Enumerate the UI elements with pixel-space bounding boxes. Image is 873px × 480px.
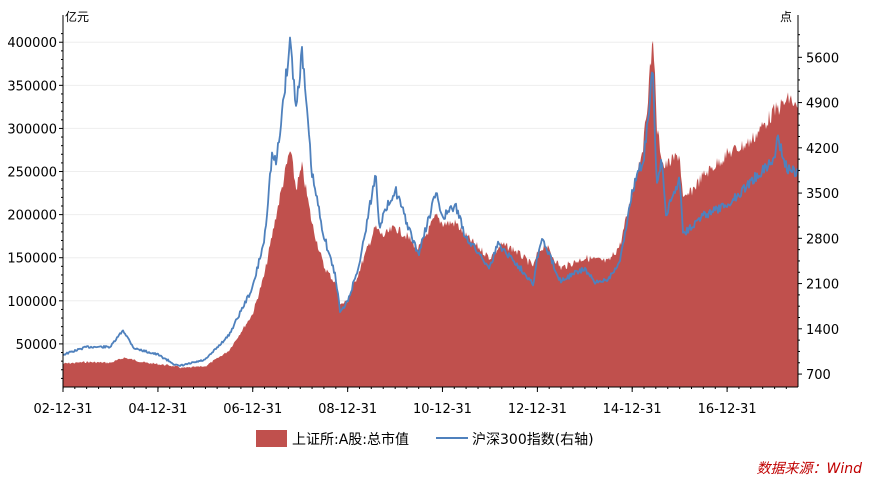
left-tick-label: 400000: [7, 36, 57, 51]
right-tick-label: 5600: [806, 51, 839, 66]
left-axis-unit: 亿元: [65, 9, 89, 24]
legend-swatch-market-cap: [256, 430, 287, 447]
left-tick-label: 300000: [7, 122, 57, 137]
x-tick-label: 14-12-31: [603, 402, 662, 417]
left-tick-label: 50000: [16, 338, 57, 353]
right-tick-label: 4900: [806, 97, 839, 112]
axes: [59, 15, 802, 392]
left-tick-label: 350000: [7, 79, 57, 94]
x-tick-label: 08-12-31: [318, 402, 377, 417]
right-axis-unit: 点: [780, 10, 792, 24]
left-tick-label: 100000: [7, 295, 57, 310]
data-source-note: 数据来源：Wind: [757, 461, 863, 477]
right-tick-label: 3500: [806, 187, 839, 202]
legend-label-csi300: 沪深300指数(右轴): [472, 432, 594, 448]
x-tick-label: 04-12-31: [128, 402, 187, 417]
legend: 上证所:A股:总市值 沪深300指数(右轴): [256, 430, 594, 448]
csi300-line: [62, 36, 799, 367]
left-tick-label: 250000: [7, 166, 57, 181]
right-tick-label: 1400: [806, 323, 839, 338]
right-tick-label: 2100: [806, 278, 839, 293]
x-tick-label: 10-12-31: [413, 402, 472, 417]
csi300-line-series: [62, 36, 799, 367]
market-cap-area: [63, 40, 798, 388]
x-tick-label: 06-12-31: [223, 402, 282, 417]
left-tick-label: 150000: [7, 252, 57, 267]
tick-labels: 5000010000015000020000025000030000035000…: [7, 36, 839, 417]
legend-label-market-cap: 上证所:A股:总市值: [292, 431, 409, 448]
right-tick-label: 700: [806, 368, 831, 383]
x-tick-label: 16-12-31: [698, 402, 757, 417]
right-tick-label: 4200: [806, 142, 839, 157]
left-tick-label: 200000: [7, 209, 57, 224]
x-tick-label: 02-12-31: [33, 402, 92, 417]
x-tick-label: 12-12-31: [508, 402, 567, 417]
market-cap-area-series: [63, 40, 798, 388]
right-tick-label: 2800: [806, 232, 839, 247]
